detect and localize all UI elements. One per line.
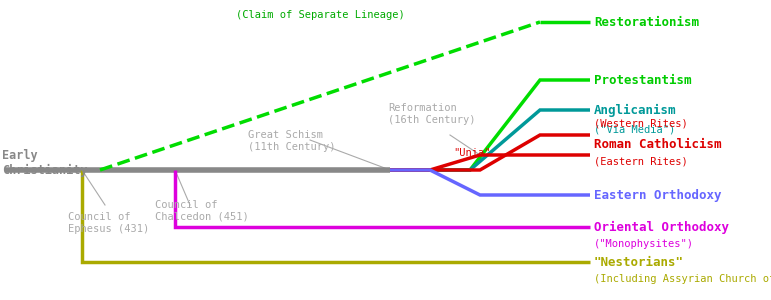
Text: "Nestorians": "Nestorians"	[594, 256, 684, 268]
Text: Anglicanism: Anglicanism	[594, 103, 676, 116]
Text: ("Via Media"): ("Via Media")	[594, 124, 675, 134]
Text: "Unia": "Unia"	[453, 148, 490, 158]
Text: Restorationism: Restorationism	[594, 16, 699, 28]
Text: Eastern Orthodoxy: Eastern Orthodoxy	[594, 188, 722, 202]
Text: Oriental Orthodoxy: Oriental Orthodoxy	[594, 220, 729, 233]
Text: Council of
Ephesus (431): Council of Ephesus (431)	[68, 212, 150, 234]
Text: Council of
Chalcedon (451): Council of Chalcedon (451)	[155, 200, 249, 222]
Text: ("Monophysites"): ("Monophysites")	[594, 239, 694, 249]
Text: (Eastern Rites): (Eastern Rites)	[594, 156, 688, 166]
Text: Reformation
(16th Century): Reformation (16th Century)	[388, 103, 476, 125]
Text: (Claim of Separate Lineage): (Claim of Separate Lineage)	[236, 10, 404, 20]
Text: Great Schism
(11th Century): Great Schism (11th Century)	[248, 130, 335, 152]
Text: (Including Assyrian Church of the East): (Including Assyrian Church of the East)	[594, 274, 771, 284]
Text: Early
Christianity: Early Christianity	[2, 149, 87, 177]
Text: (Western Rites): (Western Rites)	[594, 118, 688, 128]
Text: Roman Catholicism: Roman Catholicism	[594, 137, 722, 151]
Text: Protestantism: Protestantism	[594, 74, 692, 86]
